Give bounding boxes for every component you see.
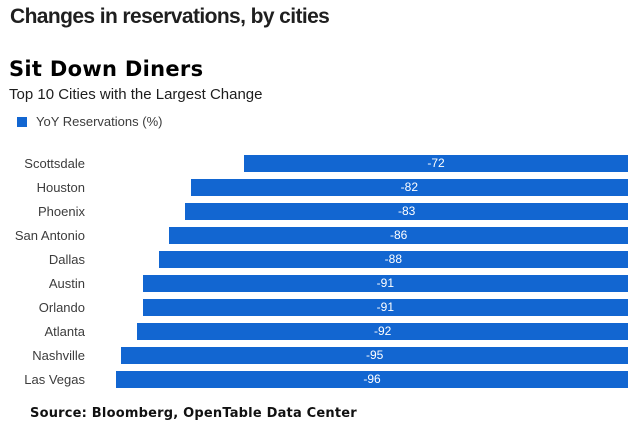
bar-value-label: -72 <box>427 156 445 170</box>
chart-row: Orlando -91 <box>0 295 628 319</box>
headline: Changes in reservations, by cities <box>10 5 330 28</box>
chart-row: Nashville -95 <box>0 343 628 367</box>
category-label: Orlando <box>38 299 85 315</box>
bar-track: -82 <box>116 178 628 196</box>
bar-value-label: -86 <box>390 228 408 242</box>
legend-swatch-icon <box>17 116 27 127</box>
bar-track: -96 <box>116 370 628 388</box>
bar: -91 <box>142 298 628 316</box>
bar-track: -91 <box>116 298 628 316</box>
chart-row: Scottsdale -72 <box>0 151 628 175</box>
bar-track: -72 <box>116 154 628 172</box>
category-label: Scottsdale <box>24 155 85 171</box>
category-label: Nashville <box>32 347 85 363</box>
bar-track: -92 <box>116 322 628 340</box>
bar-value-label: -95 <box>366 348 384 362</box>
bar: -95 <box>121 346 628 364</box>
bar-value-label: -88 <box>384 252 402 266</box>
chart-row: Atlanta -92 <box>0 319 628 343</box>
bar: -83 <box>185 202 628 220</box>
category-label: San Antonio <box>14 227 85 243</box>
bar-value-label: -92 <box>374 324 392 338</box>
bar-track: -83 <box>116 202 628 220</box>
bar-track: -95 <box>116 346 628 364</box>
chart-row: Austin -91 <box>0 271 628 295</box>
bar: -72 <box>244 154 628 172</box>
bar-track: -91 <box>116 274 628 292</box>
bar-value-label: -82 <box>400 180 418 194</box>
chart-row: San Antonio -86 <box>0 223 628 247</box>
bar: -96 <box>116 370 628 388</box>
chart-title: Sit Down Diners <box>9 57 204 81</box>
bar: -88 <box>158 250 628 268</box>
bar-value-label: -91 <box>376 300 394 314</box>
bar-value-label: -96 <box>363 372 381 386</box>
chart-row: Houston -82 <box>0 175 628 199</box>
bar-track: -86 <box>116 226 628 244</box>
category-label: Houston <box>36 179 85 195</box>
source-note: Source: Bloomberg, OpenTable Data Center <box>30 406 357 421</box>
chart-row: Dallas -88 <box>0 247 628 271</box>
chart-row: Las Vegas -96 <box>0 367 628 391</box>
chart-subtitle: Top 10 Cities with the Largest Change <box>9 86 263 103</box>
bar: -86 <box>169 226 628 244</box>
category-label: Phoenix <box>38 203 85 219</box>
bar-value-label: -91 <box>376 276 394 290</box>
bar: -92 <box>137 322 628 340</box>
category-label: Austin <box>48 275 85 291</box>
chart-row: Phoenix -83 <box>0 199 628 223</box>
category-label: Las Vegas <box>24 371 85 387</box>
category-label: Dallas <box>48 251 85 267</box>
legend-label: YoY Reservations (%) <box>36 114 163 129</box>
bar-chart-plot: Scottsdale -72 Houston -82 Phoenix -83 San Ant… <box>0 151 628 391</box>
bar: -82 <box>190 178 628 196</box>
bar: -91 <box>142 274 628 292</box>
category-label: Atlanta <box>44 323 85 339</box>
bar-value-label: -83 <box>398 204 416 218</box>
bar-track: -88 <box>116 250 628 268</box>
legend: YoY Reservations (%) <box>17 114 162 129</box>
